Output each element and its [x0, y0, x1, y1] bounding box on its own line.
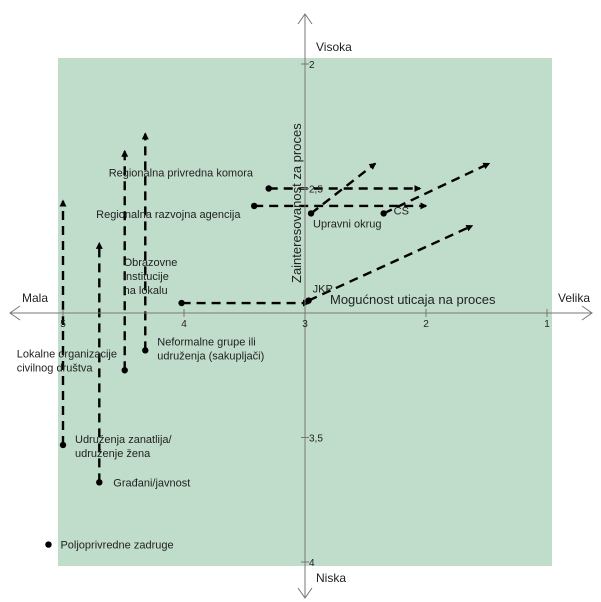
point-poljoprivredne-zadruge — [45, 541, 52, 548]
x-axis-title: Mogućnost uticaja na proces — [330, 292, 496, 307]
point-regionalna-razvojna-agencija — [250, 202, 258, 210]
y-axis-title: Zainteresovanost za proces — [289, 123, 304, 283]
point-neformalne-grupe-ili-udruzenja-sakupljaci — [142, 347, 149, 354]
x-tick-label: 3 — [302, 319, 308, 330]
point-label-jkp: JKP — [313, 284, 333, 296]
y-axis-top-arrow-icon — [297, 13, 313, 25]
y-axis-bottom-label: Niska — [316, 571, 346, 585]
point-label-regionalna-privredna-komora: Regionalna privredna komora — [109, 168, 254, 180]
point-label-regionalna-razvojna-agencija: Regionalna razvojna agencija — [96, 209, 241, 221]
point-gra-ani-javnost — [96, 479, 103, 486]
x-axis-right-arrow-icon — [581, 305, 593, 321]
point-upravni-okrug — [307, 210, 315, 217]
x-tick-label: 1 — [544, 319, 550, 330]
y-axis-bottom-arrow-icon — [297, 587, 313, 599]
arrow-upravni-okrug — [310, 162, 377, 215]
x-tick-label: 2 — [423, 319, 429, 330]
y-tick-label: 3,5 — [309, 434, 323, 445]
point-label-upravni-okrug: Upravni okrug — [313, 218, 381, 230]
point-cs — [380, 210, 387, 217]
point-label-poljoprivredne-zadruge: Poljoprivredne zadruge — [60, 540, 173, 552]
x-tick-label: 5 — [60, 319, 66, 330]
point-jkp — [305, 297, 312, 304]
y-tick-label: 4 — [309, 558, 315, 569]
point-label-udruzenja-zanatlija-udruzenje-zena: Udruženja zanatlija/udruženje žena — [75, 434, 173, 460]
x-ticks: 5 4 3 2 1 — [60, 309, 550, 330]
y-axis-top-label: Visoka — [316, 40, 352, 54]
point-label-neformalne-grupe-ili-udruzenja-sakupljaci: Neformalne grupe ili udruženja (sakupljač… — [157, 336, 264, 362]
point-label-cs: CS — [394, 205, 409, 217]
point-obrazovne-institucije-na-lokalu — [178, 299, 185, 307]
point-regionalna-privredna-komora — [265, 185, 272, 192]
movement-arrows — [59, 132, 491, 483]
y-ticks: 2 2,5 3,5 4 — [301, 60, 323, 569]
point-label-gra-ani-javnost: Građani/javnost — [113, 477, 190, 489]
x-axis-right-label: Velika — [558, 291, 590, 305]
x-axis-left-arrow-icon — [9, 305, 21, 321]
x-axis-left-label: Mala — [22, 291, 48, 305]
data-points: Regionalna privredna komora Regionalna ra… — [17, 168, 409, 552]
y-tick-label: 2 — [309, 60, 315, 71]
point-label-lokalne-organizacije-civilnog-drustva: Lokalne organizacije civilnog društva — [17, 348, 117, 374]
point-udruzenja-zanatlija-udruzenje-zena — [59, 441, 67, 449]
y-tick-label: 2,5 — [309, 185, 323, 196]
point-label-obrazovne-institucije-na-lokalu: Obrazovne institucije na lokalu — [124, 257, 178, 297]
point-lokalne-organizacije-civilnog-drustva — [121, 367, 128, 374]
x-tick-label: 4 — [181, 319, 187, 330]
arrow-cs — [383, 162, 491, 215]
